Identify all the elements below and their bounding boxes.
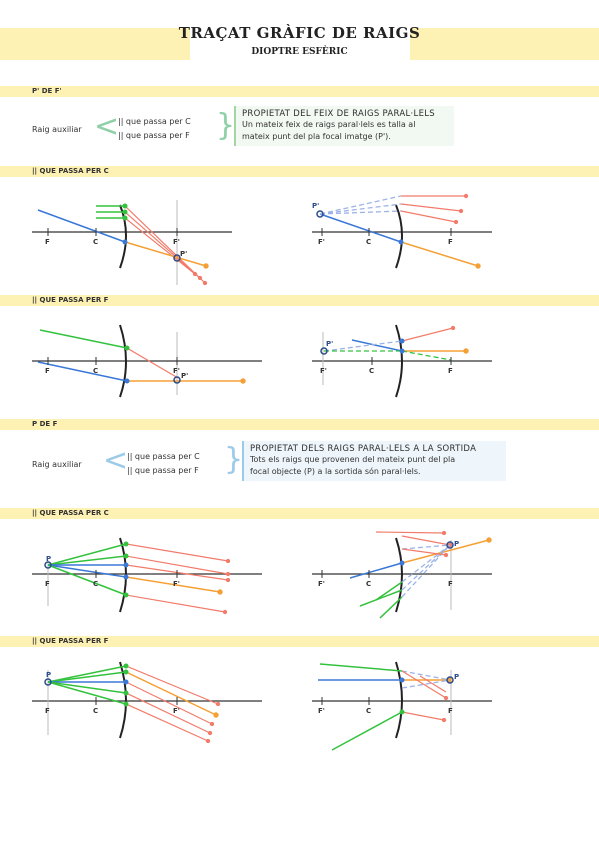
diagram-p-f-right: F' C F P xyxy=(312,661,492,751)
label-f: F xyxy=(45,707,50,715)
note-text-line: focal objecte (P) a la sortida són paral… xyxy=(250,467,421,476)
section-band-c2: || QUE PASSA PER C xyxy=(0,508,599,519)
brace-left-icon: < xyxy=(94,109,120,144)
title-band-left xyxy=(0,28,190,60)
label-p-prime: P' xyxy=(326,340,333,348)
label-c: C xyxy=(93,367,98,375)
label-p: P xyxy=(454,540,459,548)
diagram-p-c-right: F' C F P xyxy=(312,530,492,619)
label-p-prime: P' xyxy=(181,372,188,380)
note-text-line: Un mateix feix de raigs paral·lels es ta… xyxy=(242,120,416,129)
diagram-p-prime-f-left: F C F' P' xyxy=(32,324,262,398)
label-f-prime: F' xyxy=(173,238,180,246)
option-parallel-c: || que passa per C xyxy=(127,452,200,461)
diagram-p-prime-c-right: F' C F P' xyxy=(312,193,492,269)
section-label: || QUE PASSA PER F xyxy=(32,296,109,304)
diagram-p-c-left: F C F' P xyxy=(32,537,262,615)
label-f-prime: F' xyxy=(318,238,325,246)
diagram-p-prime-f-right: F' C F P' xyxy=(312,324,492,398)
diagram-p-prime-c-left: F C F' P' xyxy=(32,200,232,286)
section-label: || QUE PASSA PER F xyxy=(32,637,109,645)
note-text-line: Tots els raigs que provenen del mateix p… xyxy=(250,455,456,464)
label-c: C xyxy=(366,580,371,588)
page-subtitle: DIOPTRE ESFÈRIC xyxy=(251,47,348,57)
brace-right-icon: } xyxy=(216,108,236,143)
label-p: P xyxy=(46,671,51,679)
section-band-p: P DE F xyxy=(0,419,599,430)
section-label: P DE F xyxy=(32,420,58,428)
label-c: C xyxy=(369,367,374,375)
label-f-prime: F' xyxy=(173,367,180,375)
section-band-f2: || QUE PASSA PER F xyxy=(0,636,599,647)
label-p: P xyxy=(454,673,459,681)
option-parallel-f: || que passa per F xyxy=(118,131,190,140)
label-c: C xyxy=(93,707,98,715)
label-f-prime: F' xyxy=(320,367,327,375)
page-title: TRAÇAT GRÀFIC DE RAIGS xyxy=(178,24,421,42)
note-title: PROPIETAT DELS RAIGS PARAL·LELS A LA SOR… xyxy=(250,444,477,454)
brace-left-icon: < xyxy=(103,443,129,478)
label-c: C xyxy=(93,238,98,246)
label-c: C xyxy=(366,707,371,715)
brace-right-icon: } xyxy=(224,442,244,477)
label-f: F xyxy=(448,580,453,588)
label-f: F xyxy=(448,238,453,246)
option-parallel-f: || que passa per F xyxy=(127,466,199,475)
label-p-prime: P' xyxy=(312,202,319,210)
aux-ray-label: Raig auxiliar xyxy=(32,460,82,469)
label-f: F xyxy=(45,580,50,588)
label-c: C xyxy=(93,580,98,588)
section-band-c1: || QUE PASSA PER C xyxy=(0,166,599,177)
label-f-prime: F' xyxy=(318,707,325,715)
label-p-prime: P' xyxy=(180,250,187,258)
label-c: C xyxy=(366,238,371,246)
label-f: F xyxy=(448,367,453,375)
label-f-prime: F' xyxy=(173,580,180,588)
label-f: F xyxy=(45,238,50,246)
label-f-prime: F' xyxy=(173,707,180,715)
property-note: PROPIETAT DEL FEIX DE RAIGS PARAL·LELS U… xyxy=(234,106,454,146)
section-label: || QUE PASSA PER C xyxy=(32,509,109,517)
title-band-right xyxy=(410,28,599,60)
aux-ray-label: Raig auxiliar xyxy=(32,125,82,134)
section-label: P' DE F' xyxy=(32,87,62,95)
label-f: F xyxy=(448,707,453,715)
label-f-prime: F' xyxy=(318,580,325,588)
note-title: PROPIETAT DEL FEIX DE RAIGS PARAL·LELS xyxy=(242,109,435,119)
label-p: P xyxy=(46,555,51,563)
property-note: PROPIETAT DELS RAIGS PARAL·LELS A LA SOR… xyxy=(242,441,506,481)
label-f: F xyxy=(45,367,50,375)
section-band-f1: || QUE PASSA PER F xyxy=(0,295,599,306)
diagram-p-f-left: F C F' P xyxy=(32,661,262,744)
option-parallel-c: || que passa per C xyxy=(118,117,191,126)
section-band-p-prime: P' DE F' xyxy=(0,86,599,97)
note-text-line: mateix punt del pla focal imatge (P'). xyxy=(242,132,391,141)
section-label: || QUE PASSA PER C xyxy=(32,167,109,175)
